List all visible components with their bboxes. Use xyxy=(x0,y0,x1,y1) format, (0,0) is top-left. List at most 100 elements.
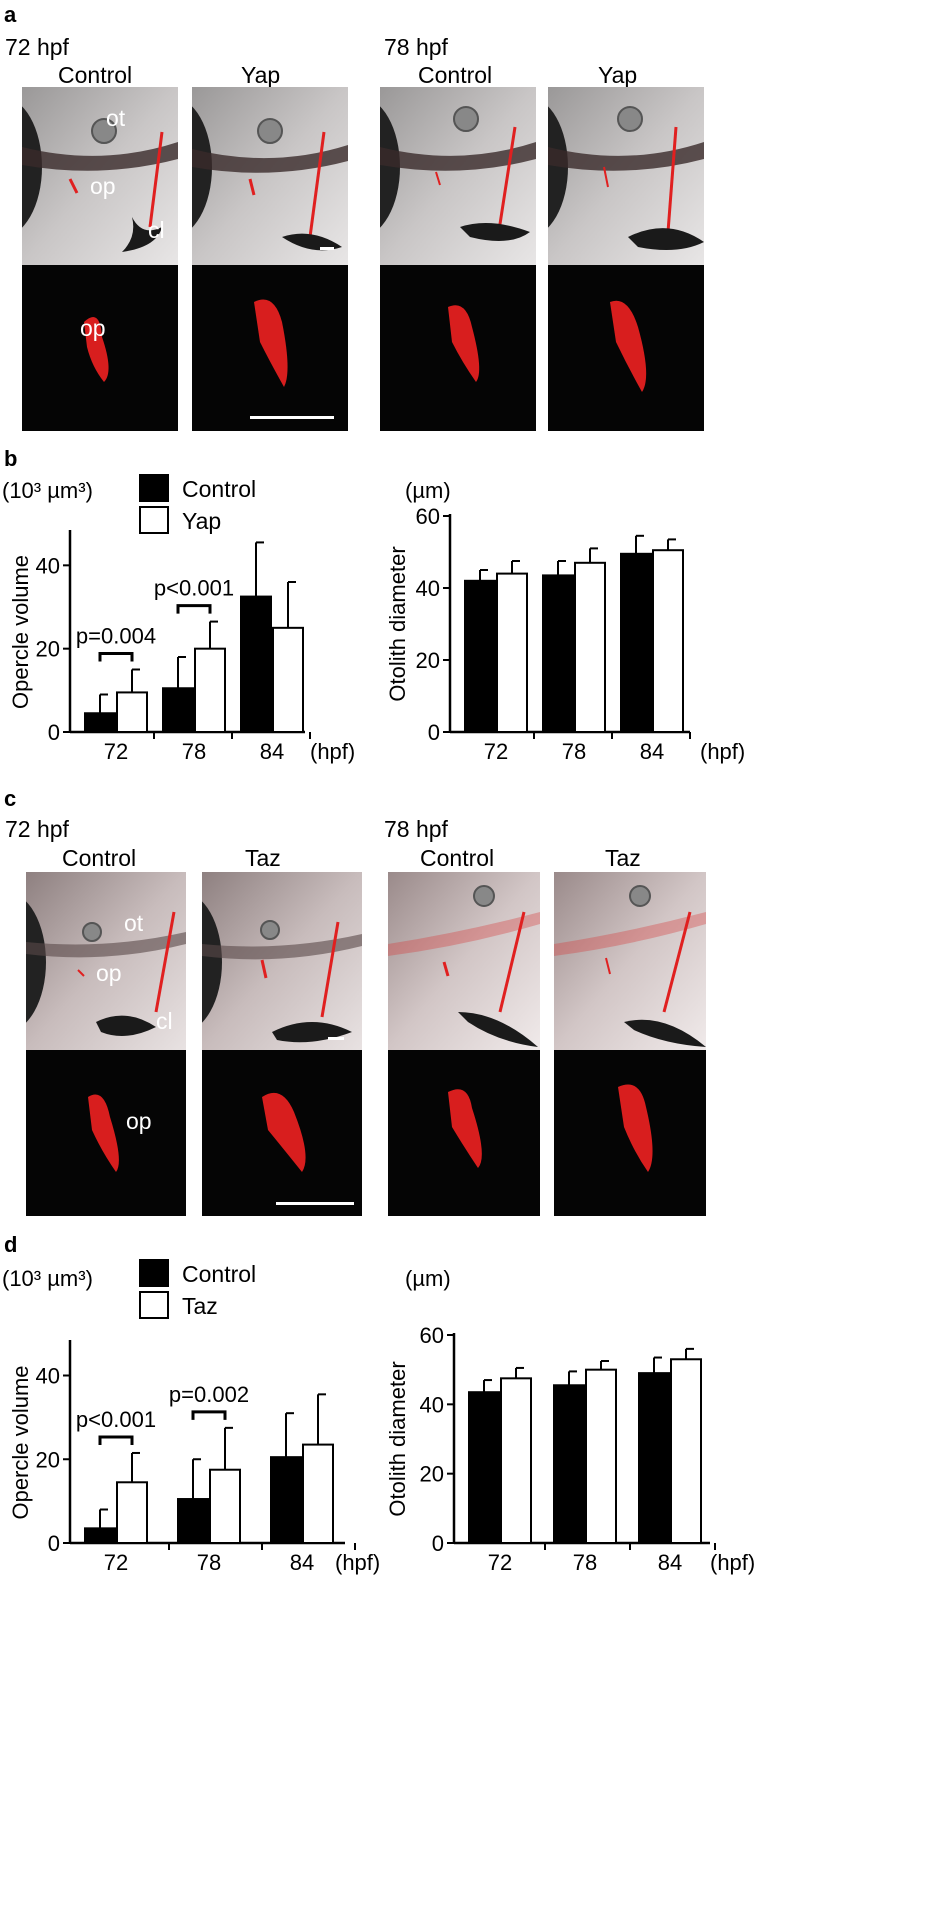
column-label: Control xyxy=(420,845,495,871)
x-tick-label: 78 xyxy=(182,739,206,764)
x-tick-label: 72 xyxy=(488,1550,512,1575)
legend-label: Control xyxy=(182,476,256,502)
y-tick-label: 60 xyxy=(420,1323,444,1348)
opercle-zoom-annotation: op xyxy=(126,1108,152,1134)
micrograph-image xyxy=(548,87,704,431)
otic-vesicle-annotation: ot xyxy=(124,910,144,936)
y-tick-label: 20 xyxy=(36,1447,60,1472)
bar xyxy=(209,1468,241,1544)
significance-bracket xyxy=(98,1435,134,1445)
bar xyxy=(574,561,606,733)
axis-unit-label: (10³ µm³) xyxy=(2,478,93,503)
legend-label: Control xyxy=(182,1261,256,1287)
column-label: Taz xyxy=(605,845,641,871)
group-label-72hpf: 72 hpf xyxy=(5,816,69,842)
y-tick-label: 60 xyxy=(416,504,440,529)
axis-unit-label: (10³ µm³) xyxy=(2,1266,93,1291)
significance-bracket xyxy=(98,652,134,662)
bar xyxy=(670,1358,702,1545)
y-tick-label: 0 xyxy=(48,720,60,745)
bar xyxy=(270,1456,302,1544)
bar xyxy=(116,691,148,734)
legend-label: Taz xyxy=(182,1293,218,1319)
micrograph-image xyxy=(202,872,362,1216)
bar xyxy=(638,1372,670,1544)
y-axis-label: Otolith diameter xyxy=(385,546,410,701)
bar xyxy=(84,712,116,733)
y-axis-label: Opercle volume xyxy=(8,1365,33,1519)
bar xyxy=(177,1498,209,1544)
bar xyxy=(302,1443,334,1544)
panel-label-a: a xyxy=(4,2,17,27)
x-axis-unit: (hpf) xyxy=(310,739,355,764)
bar xyxy=(620,552,652,733)
bar xyxy=(468,1391,500,1544)
otic-vesicle-annotation: ot xyxy=(106,105,126,131)
x-tick-label: 84 xyxy=(640,739,664,764)
y-tick-label: 20 xyxy=(420,1462,444,1487)
bar xyxy=(116,1481,148,1544)
legend-swatch xyxy=(139,474,169,502)
group-label-78hpf: 78 hpf xyxy=(384,816,448,842)
axis-unit-label: (µm) xyxy=(405,1266,451,1291)
bar xyxy=(496,572,528,733)
micrograph-image xyxy=(388,872,540,1216)
y-tick-label: 0 xyxy=(428,720,440,745)
y-tick-label: 40 xyxy=(420,1392,444,1417)
column-label: Taz xyxy=(245,845,281,871)
group-label-78hpf: 78 hpf xyxy=(384,34,448,60)
y-tick-label: 0 xyxy=(48,1531,60,1556)
micrograph-image xyxy=(192,87,348,431)
bar xyxy=(652,549,684,733)
y-tick-label: 40 xyxy=(36,553,60,578)
bar xyxy=(585,1368,617,1544)
bar xyxy=(162,687,194,733)
panel-label-b: b xyxy=(4,446,18,471)
micrograph-panel xyxy=(192,87,348,431)
column-label: Control xyxy=(418,62,493,88)
micrograph-panel xyxy=(548,87,704,431)
x-tick-label: 84 xyxy=(260,739,284,764)
p-value-label: p<0.001 xyxy=(76,1407,156,1432)
panel-label-d: d xyxy=(4,1232,18,1257)
x-tick-label: 78 xyxy=(562,739,586,764)
p-value-label: p=0.002 xyxy=(169,1382,249,1407)
bar xyxy=(464,579,496,733)
x-axis-unit: (hpf) xyxy=(335,1550,380,1575)
y-tick-label: 0 xyxy=(432,1531,444,1556)
micrograph-panel xyxy=(202,872,362,1216)
y-tick-label: 20 xyxy=(416,648,440,673)
x-axis-unit: (hpf) xyxy=(710,1550,755,1575)
bar xyxy=(84,1527,116,1544)
p-value-label: p=0.004 xyxy=(76,624,156,649)
chart-d-right: (µm) Otolith diameter 0 20 40 60 72 78 84 (hpf) xyxy=(385,1266,755,1575)
legend-swatch xyxy=(139,1291,169,1319)
y-axis-label: Otolith diameter xyxy=(385,1361,410,1516)
micrograph-image xyxy=(26,872,186,1216)
chart-d-left: (10³ µm³) Opercle volume 0 20 40 72 78 84 (hpf) C… xyxy=(2,1259,380,1575)
x-tick-label: 84 xyxy=(290,1550,314,1575)
bar xyxy=(272,626,304,733)
x-tick-label: 72 xyxy=(104,1550,128,1575)
column-label: Control xyxy=(58,62,133,88)
bar xyxy=(500,1377,532,1544)
bar xyxy=(542,574,574,734)
group-label-72hpf: 72 hpf xyxy=(5,34,69,60)
y-tick-label: 40 xyxy=(36,1364,60,1389)
micrograph-panel: ot op cl op xyxy=(22,87,178,431)
column-label: Yap xyxy=(241,62,281,88)
x-axis-unit: (hpf) xyxy=(700,739,745,764)
micrograph-image xyxy=(380,87,536,431)
micrograph-panel xyxy=(554,872,706,1216)
significance-bracket xyxy=(191,1410,227,1420)
chart-b-right: (µm) Otolith diameter 0 20 40 60 72 78 84 (hpf) xyxy=(385,478,745,764)
opercle-annotation: op xyxy=(96,960,122,986)
column-label: Control xyxy=(62,845,137,871)
legend-label: Yap xyxy=(182,508,221,534)
opercle-zoom-annotation: op xyxy=(80,315,106,341)
micrograph-image xyxy=(22,87,178,431)
x-tick-label: 78 xyxy=(197,1550,221,1575)
micrograph-image xyxy=(554,872,706,1216)
opercle-annotation: op xyxy=(90,173,116,199)
